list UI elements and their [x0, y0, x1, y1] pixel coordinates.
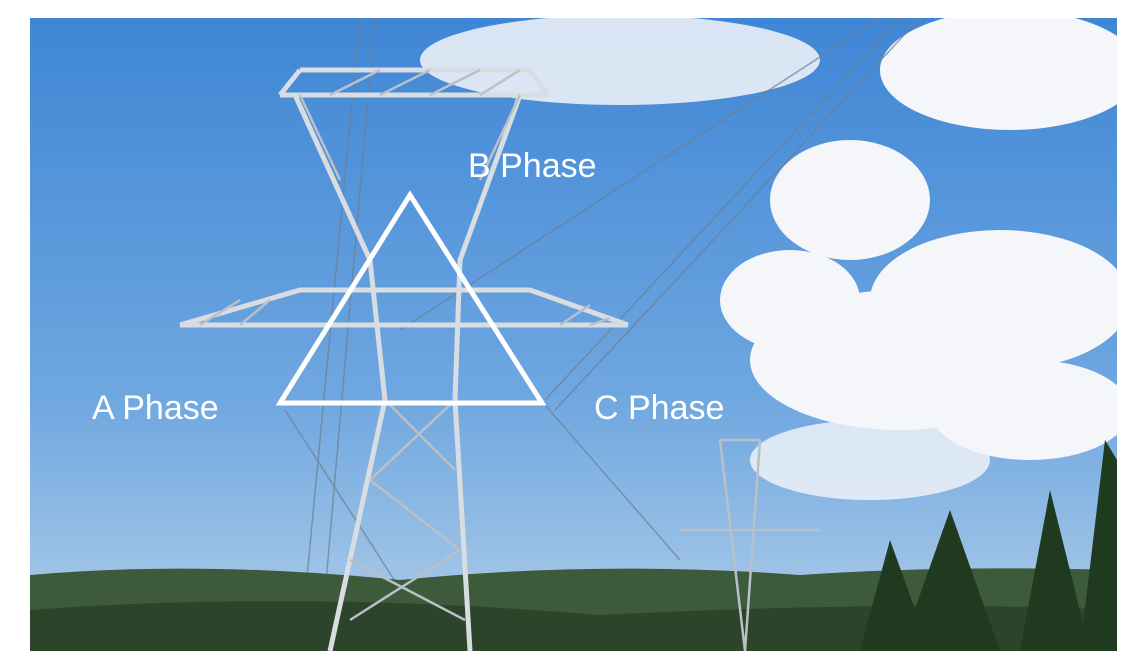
phase-label: B Phase	[468, 147, 597, 185]
scene: B Phase A Phase C Phase	[30, 10, 1126, 651]
photo: B Phase A Phase C Phase	[0, 0, 1126, 651]
page: B Phase A Phase C Phase (() => { const d…	[0, 0, 1126, 651]
phase-label: A Phase	[92, 389, 219, 427]
phase-label: C Phase	[594, 389, 724, 427]
